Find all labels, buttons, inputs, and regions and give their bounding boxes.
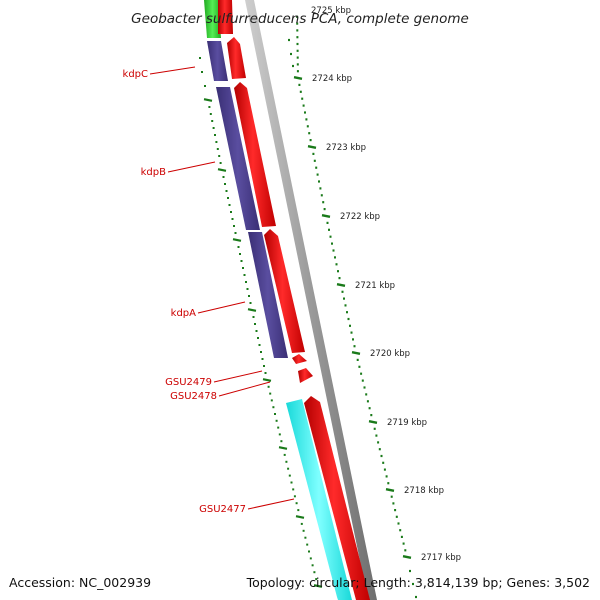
gene-label: GSU2479	[165, 377, 212, 388]
scale-tick-label: 2719 kbp	[387, 418, 427, 428]
kdpB-gene-arrow	[216, 87, 260, 230]
red-gene-arrow-top	[218, 0, 233, 34]
gene-label: kdpA	[171, 308, 196, 319]
outer-tick-marks	[288, 15, 417, 599]
major-scale-tick	[336, 283, 346, 287]
kdpA-gene-arrow	[248, 232, 288, 358]
scale-tick-label: 2722 kbp	[340, 212, 380, 222]
GSU2479-gene-arrow	[292, 354, 307, 364]
label-leader-line	[213, 370, 263, 383]
major-scale-tick	[368, 420, 378, 424]
gene-label: kdpB	[141, 167, 166, 178]
label-leader-line	[167, 161, 216, 173]
label-leader-line	[197, 301, 246, 314]
inner-major-tick	[262, 378, 272, 382]
inner-major-tick	[278, 446, 288, 450]
accession-text: Accession: NC_002939	[9, 575, 151, 590]
scale-tick-label: 2718 kbp	[404, 486, 444, 496]
major-scale-tick	[293, 76, 303, 80]
inner-tick-marks	[199, 57, 323, 588]
genome-backbone	[245, 0, 377, 600]
label-leader-line	[218, 381, 271, 397]
GSU2477-gene-arrow	[286, 399, 352, 600]
genome-summary-text: Topology: circular; Length: 3,814,139 bp…	[246, 575, 590, 590]
scale-tick-label: 2721 kbp	[355, 281, 395, 291]
scale-tick-label: 2717 kbp	[421, 553, 461, 563]
gene-label: GSU2477	[199, 504, 246, 515]
scale-tick-label: 2724 kbp	[312, 74, 352, 84]
major-scale-tick	[307, 145, 317, 149]
major-scale-tick	[321, 214, 331, 218]
major-scale-tick	[385, 488, 395, 492]
inner-major-tick	[313, 584, 323, 588]
inner-major-tick	[247, 308, 257, 312]
gene-label: GSU2478	[170, 391, 217, 402]
inner-major-tick	[232, 238, 242, 242]
gene-label: kdpC	[123, 69, 148, 80]
GSU2478-gene-arrow	[298, 368, 313, 383]
green-gene-arrow	[204, 0, 221, 38]
scale-tick-label: 2723 kbp	[326, 143, 366, 153]
scale-tick-label: 2725 kbp	[311, 6, 351, 16]
label-leader-line	[247, 498, 295, 510]
label-leader-line	[149, 66, 196, 75]
kdpC-gene-arrow	[207, 41, 228, 81]
major-scale-tick	[402, 555, 412, 559]
gene-label-group: kdpC kdpB kdpA GSU2479 GSU2478 GSU2477	[123, 69, 246, 515]
scale-tick-labels: 2725 kbp 2724 kbp 2723 kbp 2722 kbp 2721 kbp…	[311, 6, 461, 563]
gene-features	[204, 0, 370, 600]
backbone-band	[245, 0, 377, 600]
red-gene-arrow-GSU2477	[304, 396, 370, 600]
scale-tick-label: 2720 kbp	[370, 349, 410, 359]
inner-major-tick	[295, 515, 305, 519]
red-gene-arrow-kdpB	[234, 82, 276, 227]
gene-label-leaders	[149, 66, 295, 510]
major-scale-tick	[351, 351, 361, 355]
red-gene-arrow-kdpA	[264, 229, 305, 353]
inner-major-tick	[217, 168, 227, 172]
inner-major-tick	[203, 98, 213, 102]
red-gene-arrow-kdpC	[227, 37, 246, 79]
genome-title: Geobacter sulfurreducens PCA, complete g…	[131, 11, 469, 27]
